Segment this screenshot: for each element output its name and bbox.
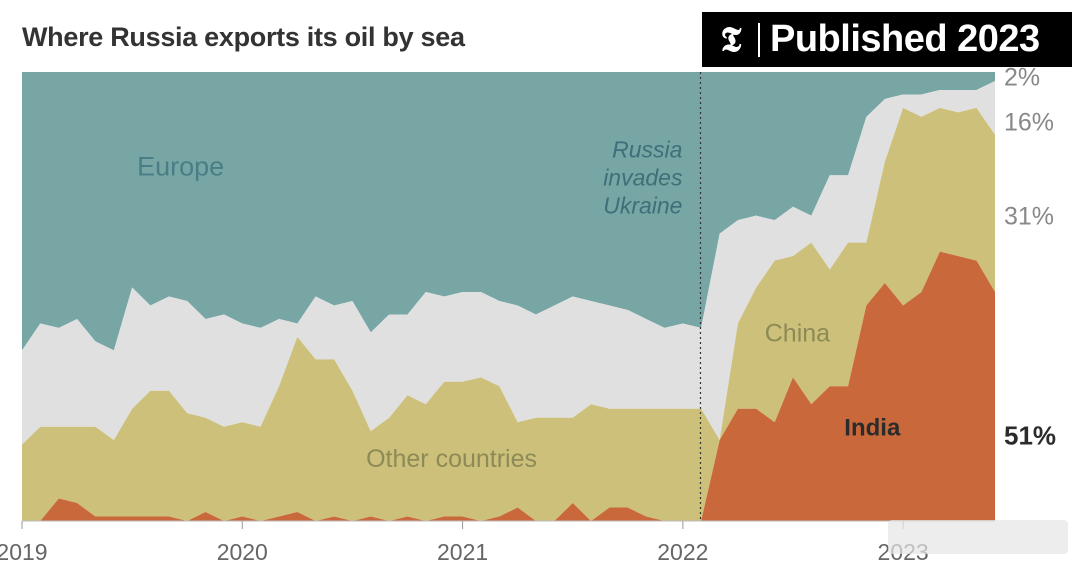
china-other-countries-area	[22, 107, 995, 522]
annotation-line: Russia	[612, 136, 682, 162]
watermark-blur	[888, 520, 1068, 554]
annotation-line: invades	[603, 164, 683, 190]
other-area	[22, 80, 995, 445]
share-label: 31%	[1004, 203, 1054, 231]
published-badge: 𝕿 Published 2023	[702, 12, 1072, 67]
share-label: 16%	[1004, 108, 1054, 136]
share-label: 2%	[1004, 63, 1040, 91]
india-area	[22, 251, 995, 521]
area-label-china: China	[765, 319, 830, 347]
x-axis: 20192020202120222023	[0, 520, 995, 565]
x-tick-label: 2021	[437, 539, 488, 565]
final-share-labels: 2% 16% 31% 51%	[1004, 63, 1056, 450]
x-tick-label: 2020	[217, 539, 268, 565]
chart-area-labels: Europe Other countries China India	[137, 151, 901, 473]
annotation-line: Ukraine	[603, 192, 682, 218]
badge-divider	[758, 22, 760, 57]
newspaper-logo-icon: 𝕿	[720, 19, 742, 60]
chart-areas	[22, 72, 995, 522]
area-label-other-countries: Other countries	[366, 445, 537, 473]
area-label-india: India	[844, 415, 901, 442]
area-label-europe: Europe	[137, 151, 224, 181]
x-tick-label: 2022	[657, 539, 708, 565]
europe-area	[22, 72, 995, 351]
badge-text: Published 2023	[770, 18, 1040, 60]
chart-title: Where Russia exports its oil by sea	[22, 22, 465, 52]
share-label: 51%	[1004, 421, 1056, 451]
x-tick-label: 2019	[0, 539, 48, 565]
